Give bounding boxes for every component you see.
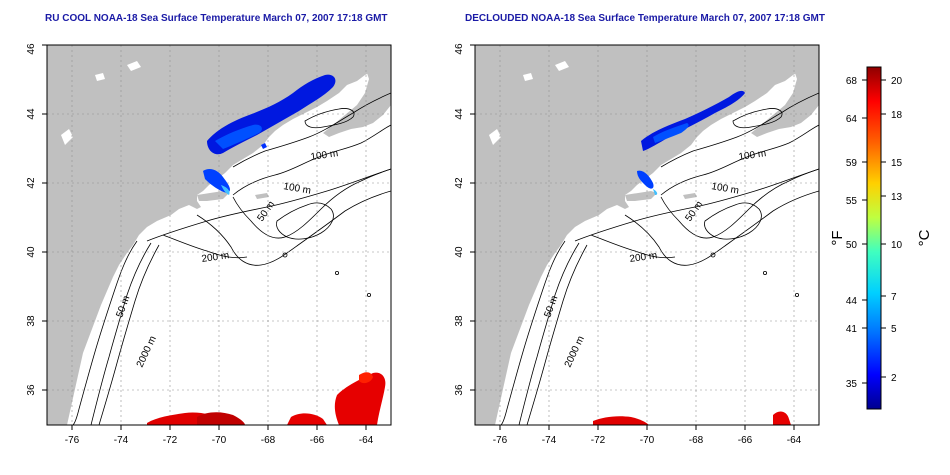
left-x-tick: -76	[65, 435, 80, 446]
colorbar-c-tick: 7	[891, 292, 897, 303]
colorbar-f-tick: 41	[846, 324, 858, 335]
colorbar-f-tick: 55	[846, 196, 858, 207]
left-x-tick: -68	[261, 435, 276, 446]
colorbar-f-tick: 50	[846, 240, 858, 251]
left-x-tick: -70	[212, 435, 227, 446]
right-x-tick: -66	[738, 435, 753, 446]
left-y-tick: 46	[26, 43, 37, 55]
contour-label-100m: 100 m	[282, 181, 311, 197]
right-y-tick: 40	[454, 246, 465, 258]
right-x-tick: -76	[493, 435, 508, 446]
left-y-tick: 42	[26, 177, 37, 189]
right-map-title: DECLOUDED NOAA-18 Sea Surface Temperatur…	[465, 13, 825, 24]
colorbar-fahrenheit-label: °F	[829, 230, 846, 245]
right-y-tick: 46	[454, 43, 465, 55]
axis-ticks	[42, 44, 795, 430]
right-y-tick: 42	[454, 177, 465, 189]
right-x-tick: -72	[591, 435, 606, 446]
colorbar-f-tick: 44	[846, 296, 858, 307]
right-land-and-contours	[475, 45, 819, 425]
left-map-title: RU COOL NOAA-18 Sea Surface Temperature …	[45, 13, 388, 24]
right-map	[474, 44, 820, 426]
colorbar-c-tick: 18	[891, 110, 903, 121]
colorbar-c-tick: 5	[891, 324, 897, 335]
right-y-tick: 38	[454, 315, 465, 327]
colorbar-f-tick: 64	[846, 114, 858, 125]
left-y-tick: 36	[26, 384, 37, 396]
colorbar-celsius-label: °C	[916, 229, 933, 246]
colorbar-c-tick: 13	[891, 192, 903, 203]
colorbar: 68 64 59 55 50 44 41 35 20 18 15 13 10 7…	[829, 66, 933, 410]
right-y-tick: 36	[454, 384, 465, 396]
left-land-and-contours	[47, 45, 391, 425]
colorbar-c-tick: 15	[891, 158, 903, 169]
left-y-tick: 40	[26, 246, 37, 258]
contour-label-100m: 100 m	[738, 148, 767, 163]
right-x-tick: -68	[689, 435, 704, 446]
left-x-tick: -64	[359, 435, 374, 446]
contour-label-200m: 200 m	[201, 250, 230, 265]
left-y-tick: 38	[26, 315, 37, 327]
left-x-tick: -66	[310, 435, 325, 446]
right-x-tick: -70	[640, 435, 655, 446]
colorbar-c-tick: 20	[891, 76, 903, 87]
contour-label-100m: 100 m	[710, 181, 739, 197]
right-y-tick: 44	[454, 108, 465, 120]
colorbar-f-tick: 59	[846, 158, 858, 169]
left-map	[46, 44, 392, 426]
colorbar-gradient	[866, 66, 882, 410]
left-x-tick: -72	[163, 435, 178, 446]
left-y-tick: 44	[26, 108, 37, 120]
colorbar-f-tick: 35	[846, 379, 858, 390]
contour-label-200m: 200 m	[629, 250, 658, 265]
left-x-tick: -74	[114, 435, 129, 446]
colorbar-c-tick: 10	[891, 240, 903, 251]
contour-label-100m: 100 m	[310, 148, 339, 163]
right-x-tick: -64	[787, 435, 802, 446]
right-x-tick: -74	[542, 435, 557, 446]
colorbar-c-tick: 2	[891, 373, 897, 384]
colorbar-f-tick: 68	[846, 76, 858, 87]
